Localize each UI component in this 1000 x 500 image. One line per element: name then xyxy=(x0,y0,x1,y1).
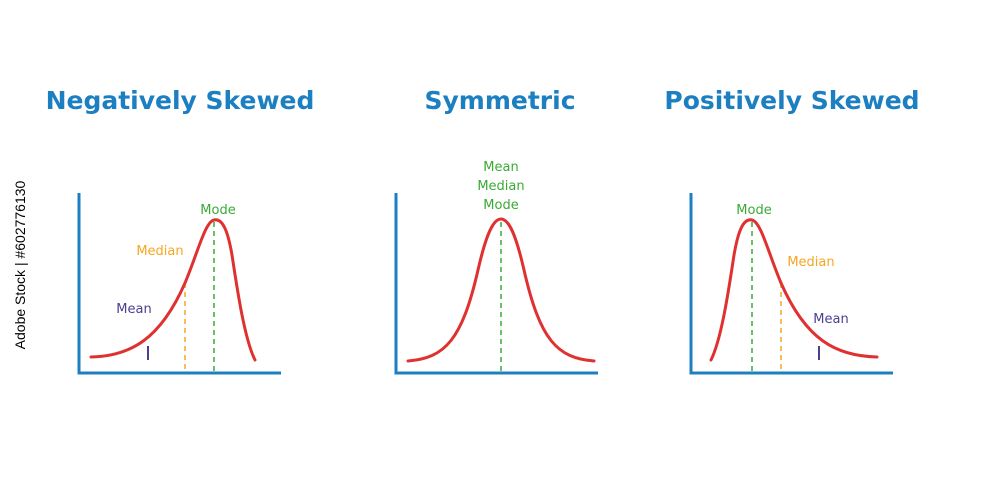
curve-symmetric xyxy=(406,217,596,363)
title-negatively-skewed: Negatively Skewed xyxy=(45,86,315,115)
axis-symmetric xyxy=(394,193,598,375)
label-mean-negative: Mean xyxy=(116,302,151,317)
label-median-positive: Median xyxy=(787,255,834,270)
curve-positive xyxy=(709,218,879,362)
panel-symmetric: Mean Median Mode xyxy=(394,160,598,375)
label-mode-positive: Mode xyxy=(736,203,771,218)
label-median-symmetric: Median xyxy=(477,179,524,194)
label-mean-positive: Mean xyxy=(813,312,848,327)
label-median-negative: Median xyxy=(136,244,183,259)
watermark-text: Adobe Stock | #602776130 xyxy=(12,180,28,350)
label-mode-symmetric: Mode xyxy=(483,198,518,213)
axis-positive xyxy=(689,193,893,375)
label-mean-symmetric: Mean xyxy=(483,160,518,175)
curve-negative xyxy=(89,218,257,362)
title-positively-skewed: Positively Skewed xyxy=(664,86,920,115)
panel-positively-skewed: Mode Median Mean xyxy=(689,193,893,375)
title-symmetric: Symmetric xyxy=(424,86,576,115)
label-mode-negative: Mode xyxy=(200,203,235,218)
axis-negative xyxy=(77,193,281,375)
panel-negatively-skewed: Mode Median Mean xyxy=(77,193,281,375)
